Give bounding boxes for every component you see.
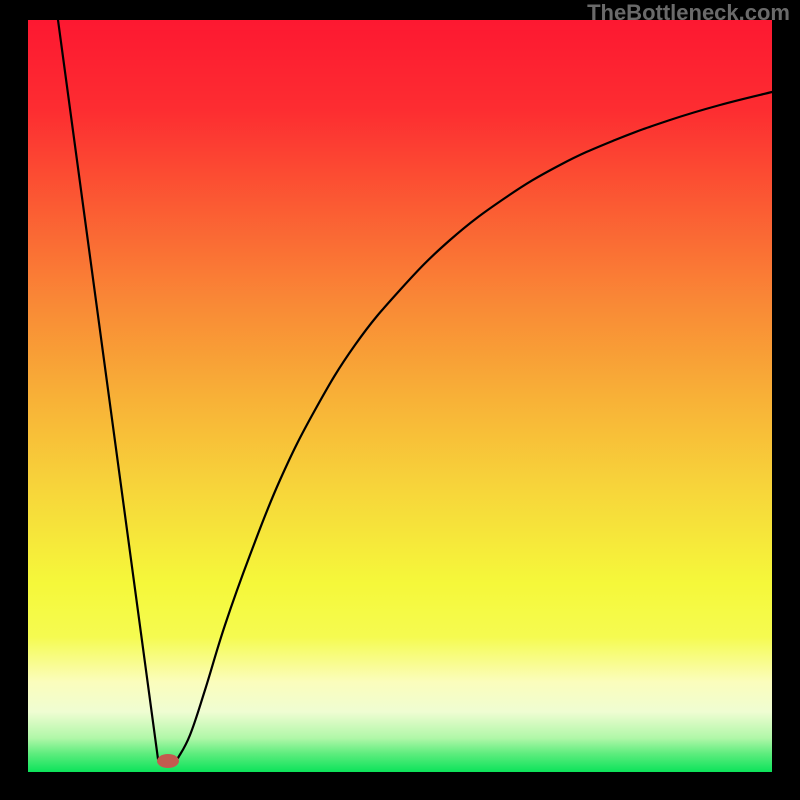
valley-marker — [157, 754, 179, 768]
plot-area — [28, 20, 772, 772]
chart-container: TheBottleneck.com — [0, 0, 800, 800]
watermark-text: TheBottleneck.com — [587, 0, 790, 26]
